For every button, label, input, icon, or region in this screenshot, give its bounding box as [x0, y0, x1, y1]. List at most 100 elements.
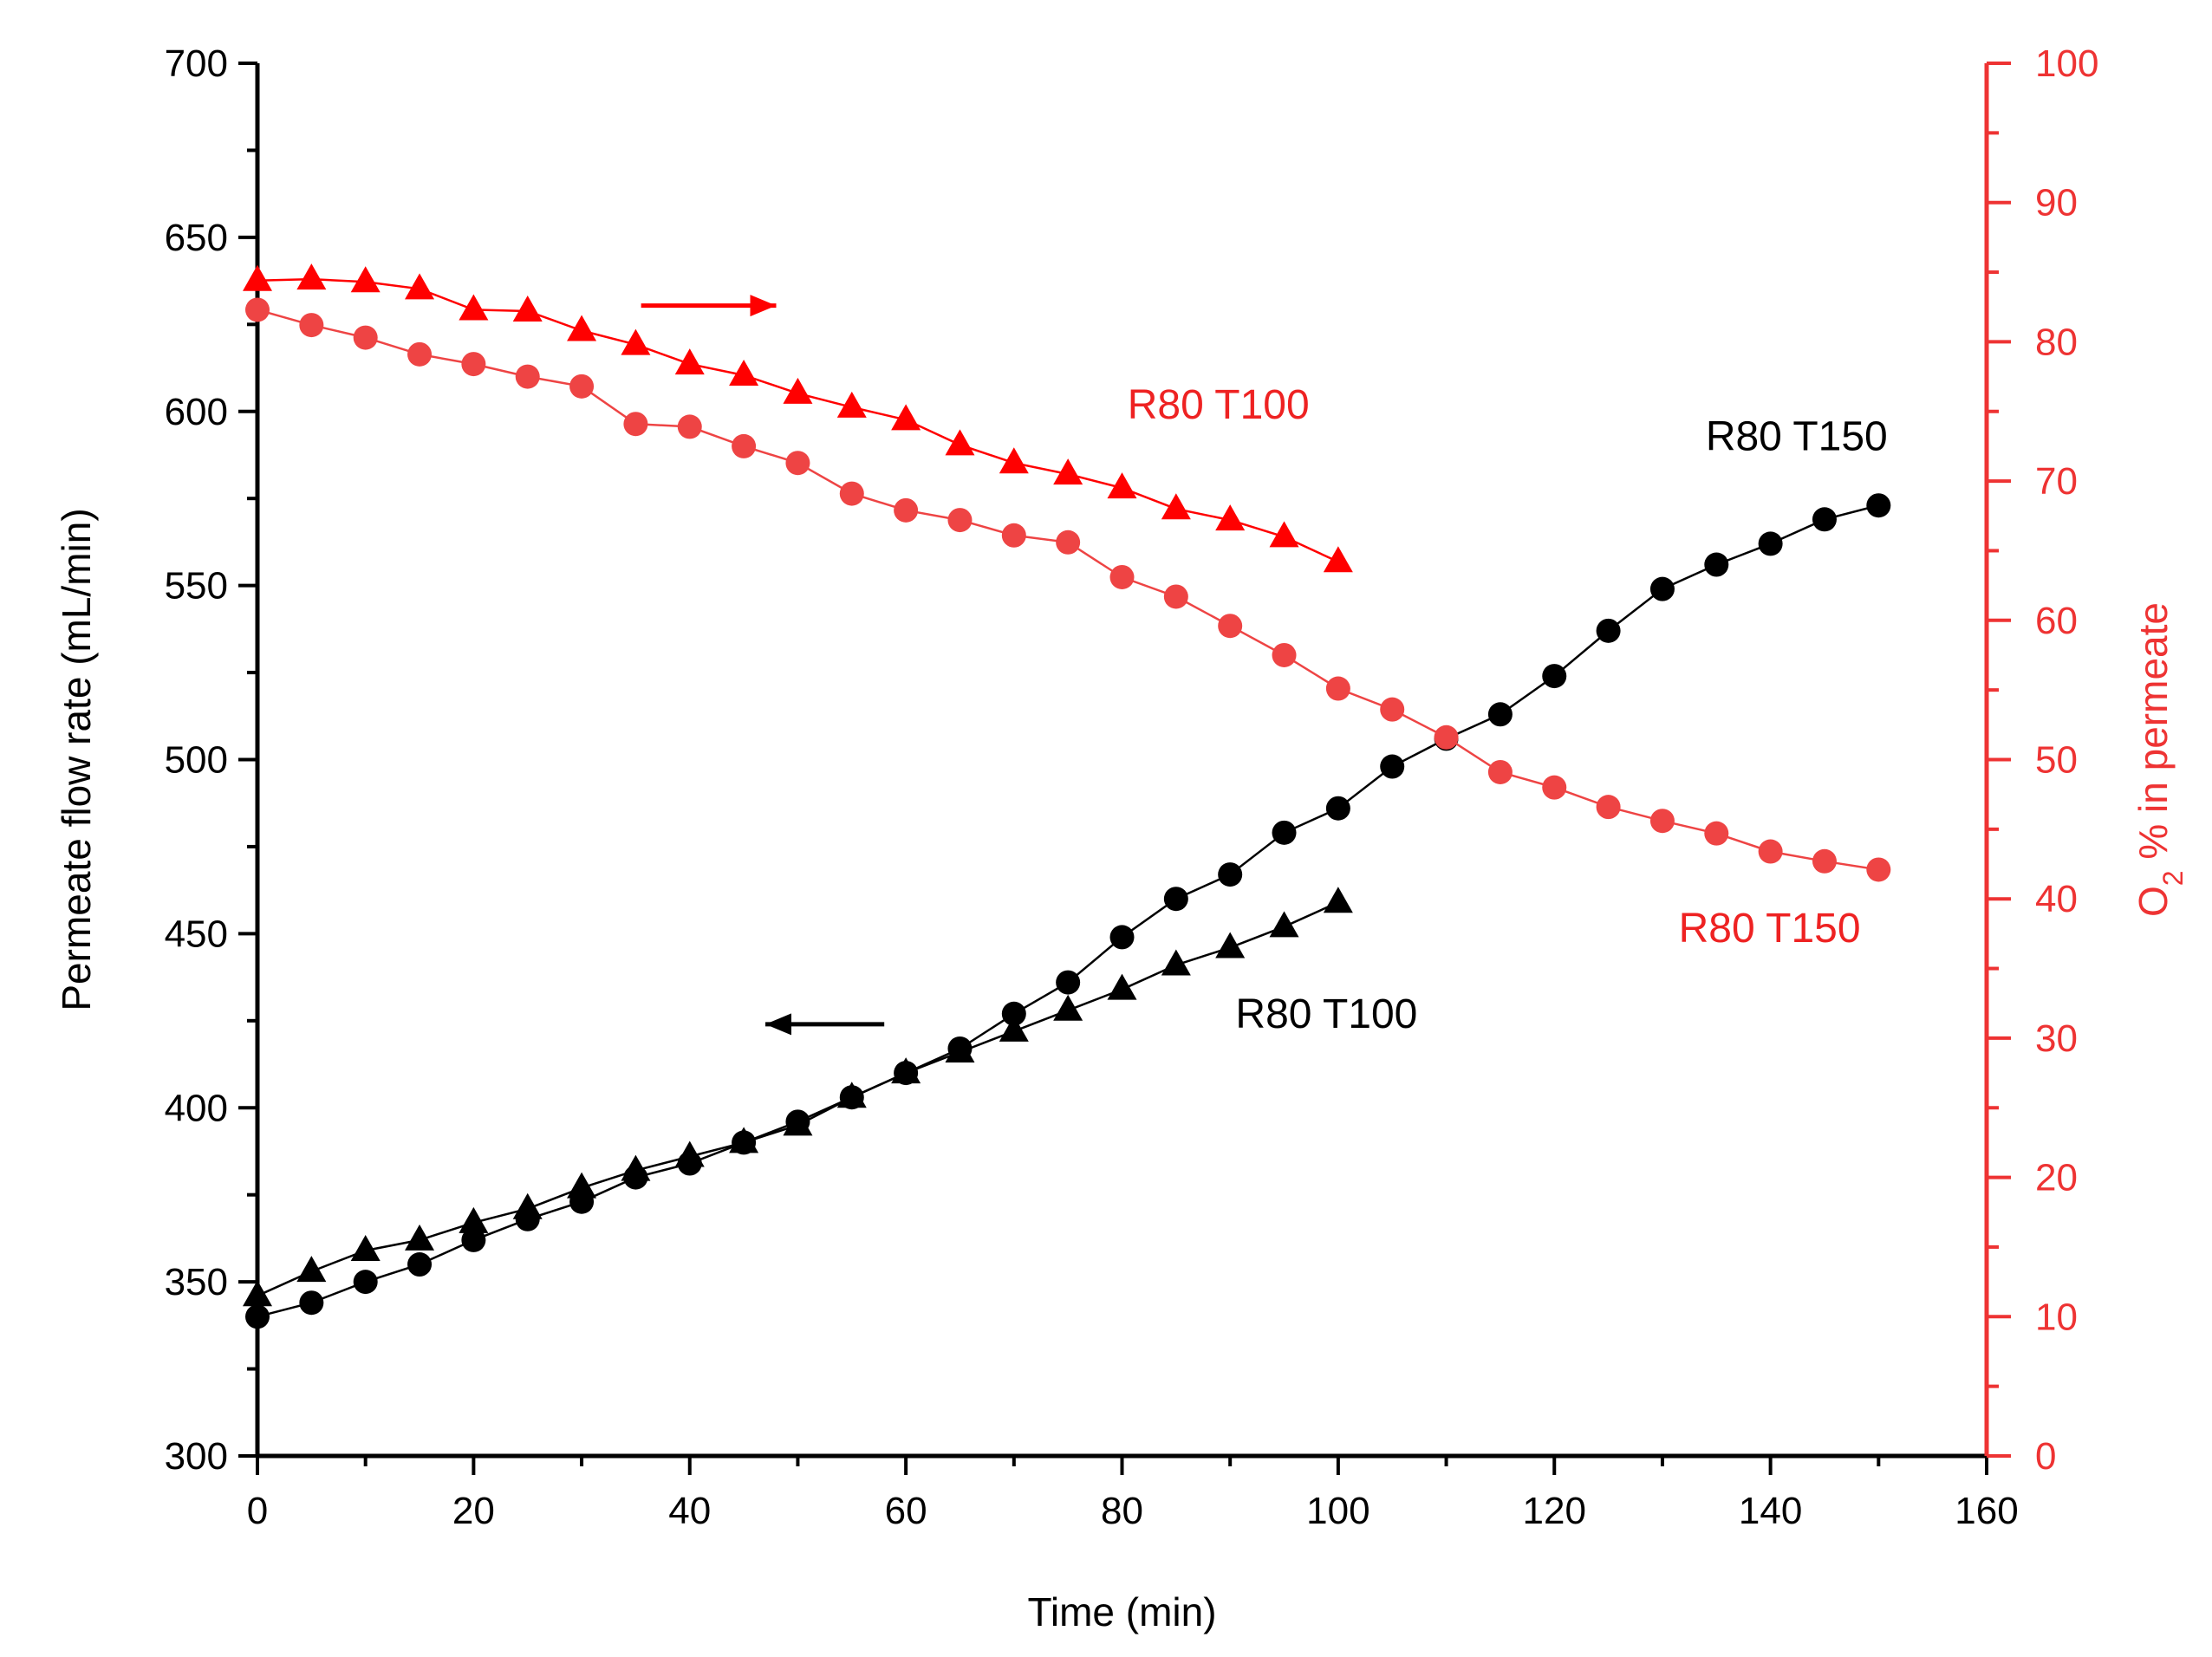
data-point-circle: [1812, 507, 1837, 532]
series-annotation-label: R80 T150: [1679, 906, 1861, 952]
y-left-tick-label: 400: [165, 1087, 228, 1129]
data-point-circle: [1866, 857, 1891, 882]
data-point-circle: [1380, 697, 1405, 722]
data-point-circle: [1649, 809, 1675, 834]
data-point-circle: [1272, 820, 1297, 845]
data-point-triangle: [296, 263, 327, 290]
x-tick-label: 160: [1955, 1490, 2018, 1532]
data-point-triangle: [512, 296, 543, 322]
annotations: R80 T100 R80 T150 R80 T150 R80 T100: [641, 295, 1888, 1037]
data-point-triangle: [1323, 887, 1353, 913]
data-point-circle: [353, 325, 378, 350]
data-point-triangle: [945, 429, 975, 456]
y-right-tick-label: 90: [2035, 182, 2078, 224]
data-point-triangle: [783, 377, 813, 404]
data-point-triangle: [1161, 493, 1191, 520]
data-point-triangle: [999, 447, 1029, 474]
data-point-triangle: [350, 266, 381, 293]
y-right-tick-label: 20: [2035, 1157, 2078, 1199]
data-point-triangle: [296, 1256, 327, 1283]
data-point-triangle: [1269, 521, 1299, 548]
data-point-circle: [1109, 564, 1135, 589]
y-right-title-o: O: [2131, 886, 2176, 917]
x-axis-title: Time (min): [1027, 1589, 1216, 1634]
data-point-triangle: [567, 1172, 597, 1199]
data-point-circle: [1109, 925, 1135, 950]
data-point-circle: [245, 297, 270, 322]
data-point-triangle: [674, 1140, 705, 1167]
data-point-triangle: [891, 1057, 921, 1084]
data-point-circle: [1163, 887, 1188, 912]
y-left-tick-label: 350: [165, 1261, 228, 1303]
data-point-triangle: [729, 1127, 759, 1153]
data-point-triangle: [1053, 994, 1083, 1021]
y-right-tick-label: 50: [2035, 739, 2078, 782]
data-point-circle: [1056, 970, 1081, 995]
data-point-circle: [1218, 614, 1243, 639]
data-point-triangle: [945, 1036, 975, 1062]
data-point-circle: [1542, 775, 1567, 800]
data-point-triangle: [1107, 973, 1137, 1000]
data-point-triangle: [729, 359, 759, 386]
data-point-triangle: [567, 315, 597, 341]
x-tick-label: 120: [1523, 1490, 1586, 1532]
data-point-triangle: [836, 1082, 867, 1108]
data-point-triangle: [621, 328, 651, 355]
series-layer: [243, 263, 1891, 1329]
x-tick-label: 20: [452, 1490, 495, 1532]
x-tick-label: 100: [1306, 1490, 1369, 1532]
data-point-circle: [1001, 523, 1026, 548]
y-right-tick-label: 40: [2035, 878, 2078, 920]
data-point-circle: [1272, 642, 1297, 667]
series-annotation-label: R80 T150: [1706, 414, 1888, 460]
y-left-tick-label: 650: [165, 217, 228, 259]
data-point-circle: [1163, 584, 1188, 609]
axes: 0 20 40 60 80 100 120 140 160 300 350 400 450 500 550 6…: [165, 42, 2099, 1532]
data-point-circle: [1596, 618, 1621, 643]
data-point-circle: [1434, 725, 1459, 750]
y-right-tick-label: 60: [2035, 600, 2078, 642]
data-point-triangle: [350, 1234, 381, 1261]
data-point-circle: [245, 1304, 270, 1329]
data-point-circle: [1704, 552, 1729, 577]
series-r80-t150-flow: [245, 493, 1891, 1329]
y-left-tick-label: 550: [165, 565, 228, 608]
data-point-triangle: [512, 1192, 543, 1219]
series-r80-t100-flow: [243, 887, 1353, 1307]
x-tick-label: 140: [1739, 1490, 1802, 1532]
y-left-tick-label: 700: [165, 42, 228, 85]
data-point-circle: [947, 508, 973, 533]
y-left-tick-label: 450: [165, 913, 228, 955]
data-point-triangle: [459, 1206, 489, 1233]
x-tick-label: 80: [1101, 1490, 1143, 1532]
series-line: [257, 504, 1879, 1318]
data-point-circle: [407, 1252, 433, 1277]
data-point-circle: [1866, 493, 1891, 518]
data-point-circle: [1542, 664, 1567, 689]
data-point-circle: [461, 352, 486, 377]
data-point-circle: [1487, 702, 1513, 727]
data-point-circle: [1325, 796, 1350, 821]
series-r80-t100-o2: [243, 263, 1353, 573]
y-left-tick-label: 500: [165, 739, 228, 782]
x-tick-label: 0: [247, 1490, 268, 1532]
data-point-triangle: [243, 264, 272, 291]
data-point-circle: [1758, 531, 1783, 556]
data-point-circle: [1325, 676, 1350, 701]
data-point-triangle: [1269, 911, 1299, 938]
y-left-tick-label: 600: [165, 391, 228, 433]
data-point-circle: [1001, 1001, 1026, 1026]
data-point-triangle: [1107, 472, 1137, 499]
data-point-triangle: [999, 1015, 1029, 1042]
data-point-circle: [894, 497, 919, 523]
data-point-circle: [461, 1227, 486, 1252]
y-right-tick-label: 80: [2035, 321, 2078, 363]
data-point-triangle: [1215, 932, 1246, 958]
data-point-circle: [1380, 754, 1405, 779]
y-left-tick-label: 300: [165, 1435, 228, 1478]
y-right-tick-label: 30: [2035, 1017, 2078, 1060]
data-point-circle: [407, 341, 433, 367]
data-point-circle: [1056, 530, 1081, 555]
data-point-circle: [569, 374, 595, 399]
